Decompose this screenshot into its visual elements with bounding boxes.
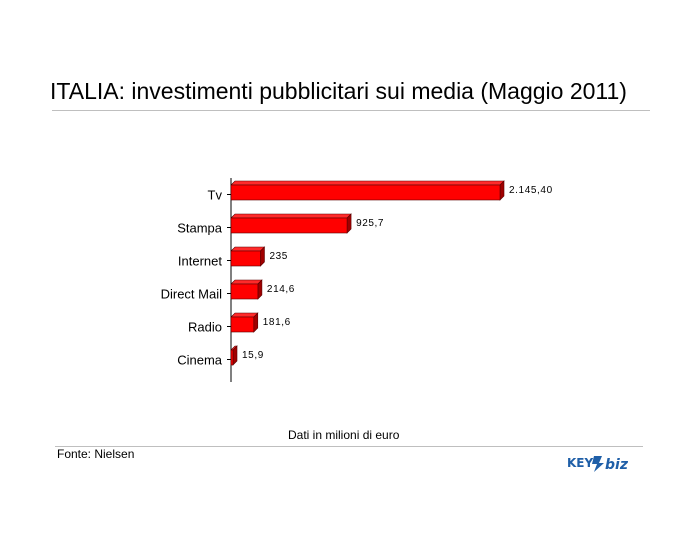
bar-top-tv xyxy=(230,180,505,186)
bar-radio xyxy=(230,316,255,333)
bar-internet xyxy=(230,250,261,267)
value-label-cinema: 15,9 xyxy=(242,350,264,361)
units-note: Dati in milioni di euro xyxy=(288,428,400,442)
category-label-radio: Radio xyxy=(188,320,222,335)
value-label-stampa: 925,7 xyxy=(356,218,384,229)
footer-divider xyxy=(55,446,643,447)
value-label-radio: 181,6 xyxy=(263,317,291,328)
category-label-cinema: Cinema xyxy=(177,353,223,368)
bar-cinema xyxy=(230,349,234,366)
logo-right: biz xyxy=(605,457,629,473)
bar-stampa xyxy=(230,217,348,234)
bar-tv xyxy=(230,184,501,201)
category-label-stampa: Stampa xyxy=(177,221,223,236)
bar-direct-mail xyxy=(230,283,259,300)
category-label-tv: Tv xyxy=(208,188,223,203)
key4biz-logo: KEY biz xyxy=(567,456,629,473)
logo-left: KEY xyxy=(567,456,593,470)
logo-mark-icon xyxy=(592,456,604,472)
bar-top-internet xyxy=(230,246,266,252)
bar-top-radio xyxy=(230,312,259,318)
value-label-internet: 235 xyxy=(269,251,288,262)
bar-top-stampa xyxy=(230,213,352,219)
source-text: Fonte: Nielsen xyxy=(57,447,135,461)
value-label-tv: 2.145,40 xyxy=(509,185,553,196)
category-label-internet: Internet xyxy=(178,254,222,269)
title-divider xyxy=(52,110,650,111)
chart-title: ITALIA: investimenti pubblicitari sui me… xyxy=(50,78,627,104)
bar-top-direct-mail xyxy=(230,279,263,285)
value-label-direct-mail: 214,6 xyxy=(267,284,295,295)
category-label-direct-mail: Direct Mail xyxy=(161,287,223,302)
